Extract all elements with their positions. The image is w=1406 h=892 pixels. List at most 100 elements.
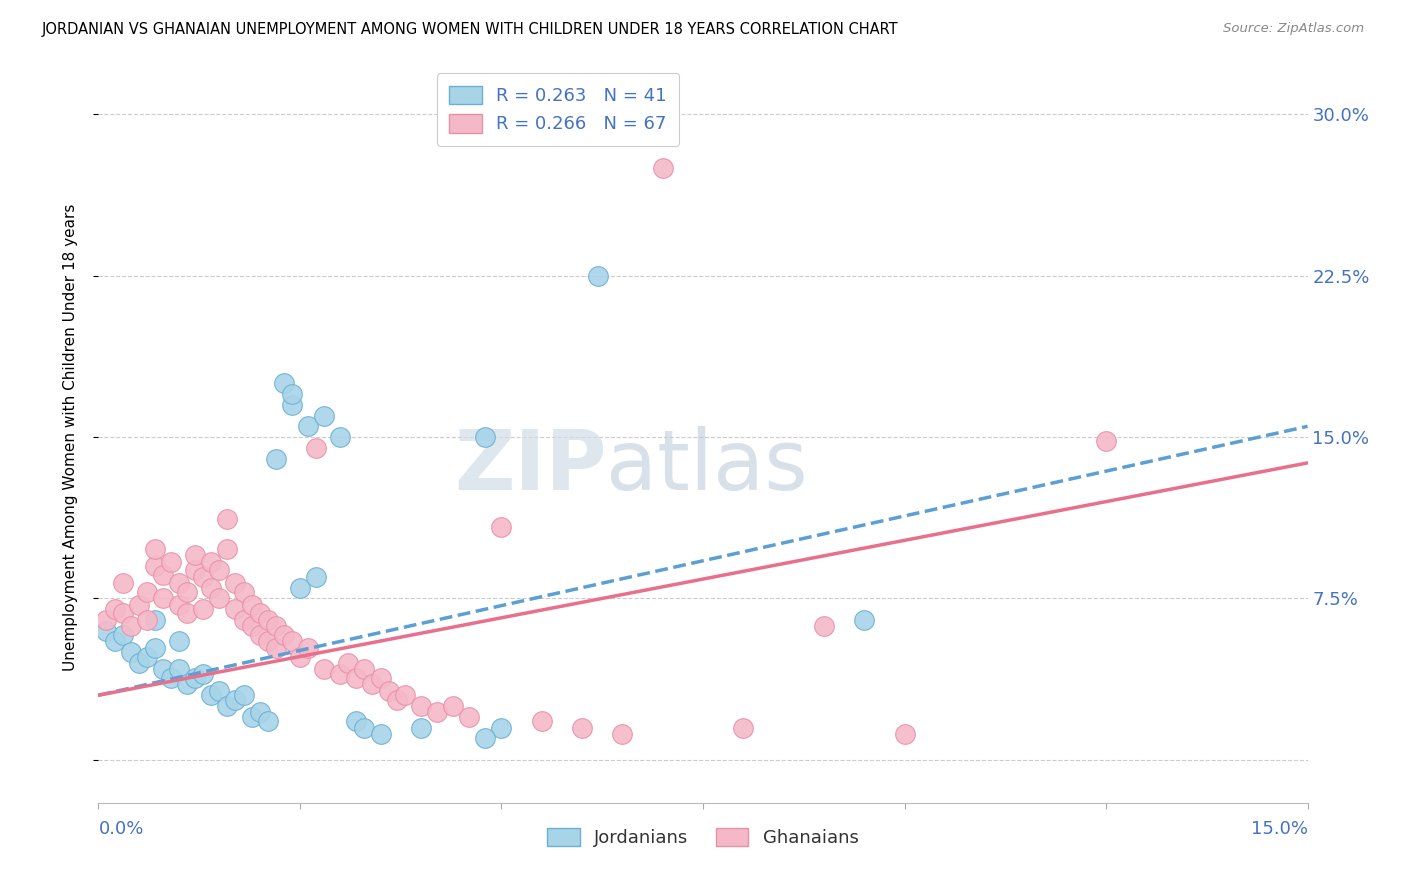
Point xyxy=(200,555,222,569)
Point xyxy=(314,662,336,676)
Point xyxy=(160,671,183,685)
Y-axis label: Unemployment Among Women with Children Under 18 years: Unemployment Among Women with Children U… xyxy=(63,203,77,671)
Point xyxy=(281,387,304,401)
Point xyxy=(193,666,215,681)
Legend: Jordanians, Ghanaians: Jordanians, Ghanaians xyxy=(538,819,868,856)
Point xyxy=(305,570,328,584)
Point xyxy=(176,607,198,621)
Point xyxy=(96,624,118,638)
Point xyxy=(344,671,367,685)
Point xyxy=(208,684,231,698)
Point xyxy=(200,688,222,702)
Point xyxy=(370,727,392,741)
Point xyxy=(264,640,287,655)
Point xyxy=(370,671,392,685)
Point xyxy=(217,512,239,526)
Point xyxy=(249,628,271,642)
Point xyxy=(200,581,222,595)
Point xyxy=(120,645,142,659)
Point xyxy=(232,613,254,627)
Point xyxy=(273,376,295,391)
Point xyxy=(193,570,215,584)
Text: ZIP: ZIP xyxy=(454,425,606,507)
Point xyxy=(208,564,231,578)
Point xyxy=(167,576,190,591)
Point xyxy=(409,698,432,713)
Point xyxy=(288,581,311,595)
Point xyxy=(184,549,207,563)
Point xyxy=(224,692,246,706)
Point xyxy=(491,721,513,735)
Point xyxy=(281,634,304,648)
Point xyxy=(152,591,174,606)
Point xyxy=(224,576,246,591)
Point xyxy=(167,634,190,648)
Point xyxy=(193,602,215,616)
Point xyxy=(249,607,271,621)
Point xyxy=(353,662,375,676)
Point xyxy=(152,567,174,582)
Point xyxy=(240,710,263,724)
Point xyxy=(232,688,254,702)
Point xyxy=(813,619,835,633)
Point xyxy=(176,677,198,691)
Point xyxy=(111,576,134,591)
Point xyxy=(385,692,408,706)
Point xyxy=(128,598,150,612)
Point xyxy=(426,706,449,720)
Point xyxy=(232,585,254,599)
Point xyxy=(256,613,278,627)
Point xyxy=(256,714,278,728)
Point xyxy=(530,714,553,728)
Point xyxy=(167,598,190,612)
Point xyxy=(152,662,174,676)
Point xyxy=(651,161,673,176)
Point xyxy=(111,628,134,642)
Point xyxy=(329,430,352,444)
Point xyxy=(474,430,496,444)
Point xyxy=(184,671,207,685)
Point xyxy=(344,714,367,728)
Point xyxy=(264,619,287,633)
Point xyxy=(305,441,328,455)
Point xyxy=(184,564,207,578)
Point xyxy=(733,721,755,735)
Point xyxy=(264,451,287,466)
Point xyxy=(135,585,157,599)
Text: Source: ZipAtlas.com: Source: ZipAtlas.com xyxy=(1223,22,1364,36)
Text: atlas: atlas xyxy=(606,425,808,507)
Point xyxy=(135,613,157,627)
Point xyxy=(361,677,384,691)
Point xyxy=(571,721,593,735)
Point xyxy=(208,591,231,606)
Point xyxy=(143,541,166,556)
Point xyxy=(143,613,166,627)
Text: JORDANIAN VS GHANAIAN UNEMPLOYMENT AMONG WOMEN WITH CHILDREN UNDER 18 YEARS CORR: JORDANIAN VS GHANAIAN UNEMPLOYMENT AMONG… xyxy=(42,22,898,37)
Point xyxy=(612,727,634,741)
Point xyxy=(249,706,271,720)
Point xyxy=(103,634,125,648)
Point xyxy=(128,656,150,670)
Point xyxy=(143,640,166,655)
Point xyxy=(176,585,198,599)
Point xyxy=(288,649,311,664)
Text: 15.0%: 15.0% xyxy=(1250,820,1308,838)
Point xyxy=(135,649,157,664)
Point xyxy=(273,628,295,642)
Point xyxy=(240,619,263,633)
Point xyxy=(224,602,246,616)
Point xyxy=(893,727,915,741)
Point xyxy=(441,698,464,713)
Text: 0.0%: 0.0% xyxy=(98,820,143,838)
Point xyxy=(281,398,304,412)
Point xyxy=(1095,434,1118,449)
Point xyxy=(120,619,142,633)
Point xyxy=(256,634,278,648)
Point xyxy=(217,698,239,713)
Point xyxy=(167,662,190,676)
Point xyxy=(314,409,336,423)
Point xyxy=(111,607,134,621)
Point xyxy=(297,640,319,655)
Point xyxy=(103,602,125,616)
Point xyxy=(297,419,319,434)
